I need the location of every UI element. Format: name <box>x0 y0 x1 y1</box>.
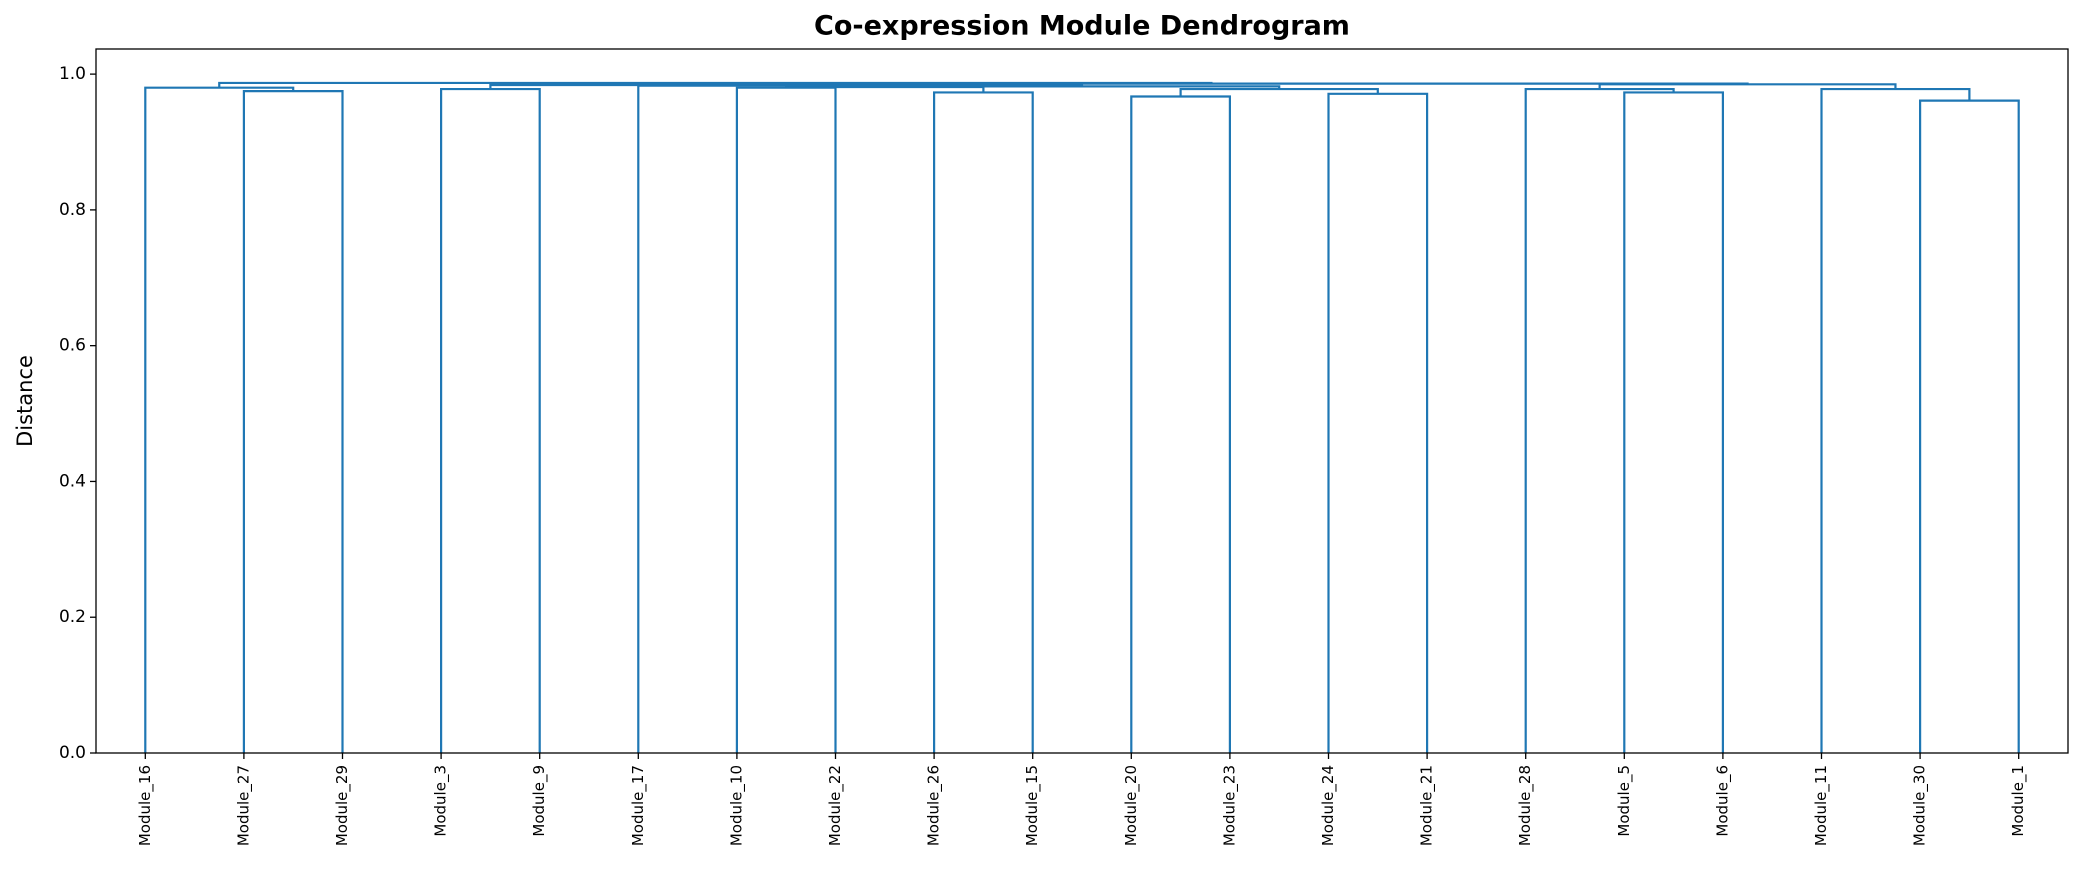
leaf-label: Module_29 <box>333 765 352 846</box>
leaf-label: Module_10 <box>727 765 746 846</box>
leaf-label: Module_26 <box>925 765 944 846</box>
leaf-label: Module_22 <box>826 765 845 846</box>
leaf-label: Module_15 <box>1023 765 1042 846</box>
leaf-label: Module_27 <box>234 765 253 846</box>
dendrogram-link <box>218 81 1213 88</box>
y-tick-label: 1.0 <box>59 64 86 84</box>
y-tick-label: 0.0 <box>59 743 86 763</box>
dendrogram-link <box>1327 92 1429 753</box>
leaf-label: Module_30 <box>1911 765 1930 846</box>
leaf-label: Module_9 <box>530 765 549 837</box>
leaf-label: Module_11 <box>1812 765 1831 846</box>
chart-title: Co-expression Module Dendrogram <box>814 11 1350 42</box>
y-tick-label: 0.6 <box>59 336 86 356</box>
leaf-label: Module_16 <box>136 765 155 846</box>
plot-frame <box>95 48 2069 754</box>
leaf-label: Module_17 <box>629 765 648 846</box>
y-tick-label: 0.2 <box>59 607 86 627</box>
leaf-label: Module_24 <box>1319 765 1338 846</box>
leaf-label: Module_3 <box>432 765 451 837</box>
leaf-label: Module_23 <box>1220 765 1239 846</box>
y-axis-label: Distance <box>13 355 37 447</box>
y-tick-label: 0.4 <box>59 471 86 491</box>
leaf-label: Module_28 <box>1516 765 1535 846</box>
dendrogram-link <box>1919 99 2020 753</box>
leaf-label: Module_20 <box>1122 765 1141 846</box>
leaf-label: Module_6 <box>1713 765 1732 837</box>
leaf-label: Module_1 <box>2009 765 2028 837</box>
y-tick-label: 0.8 <box>59 200 86 220</box>
leaf-label: Module_21 <box>1418 765 1437 846</box>
leaf-label: Module_5 <box>1615 765 1634 837</box>
